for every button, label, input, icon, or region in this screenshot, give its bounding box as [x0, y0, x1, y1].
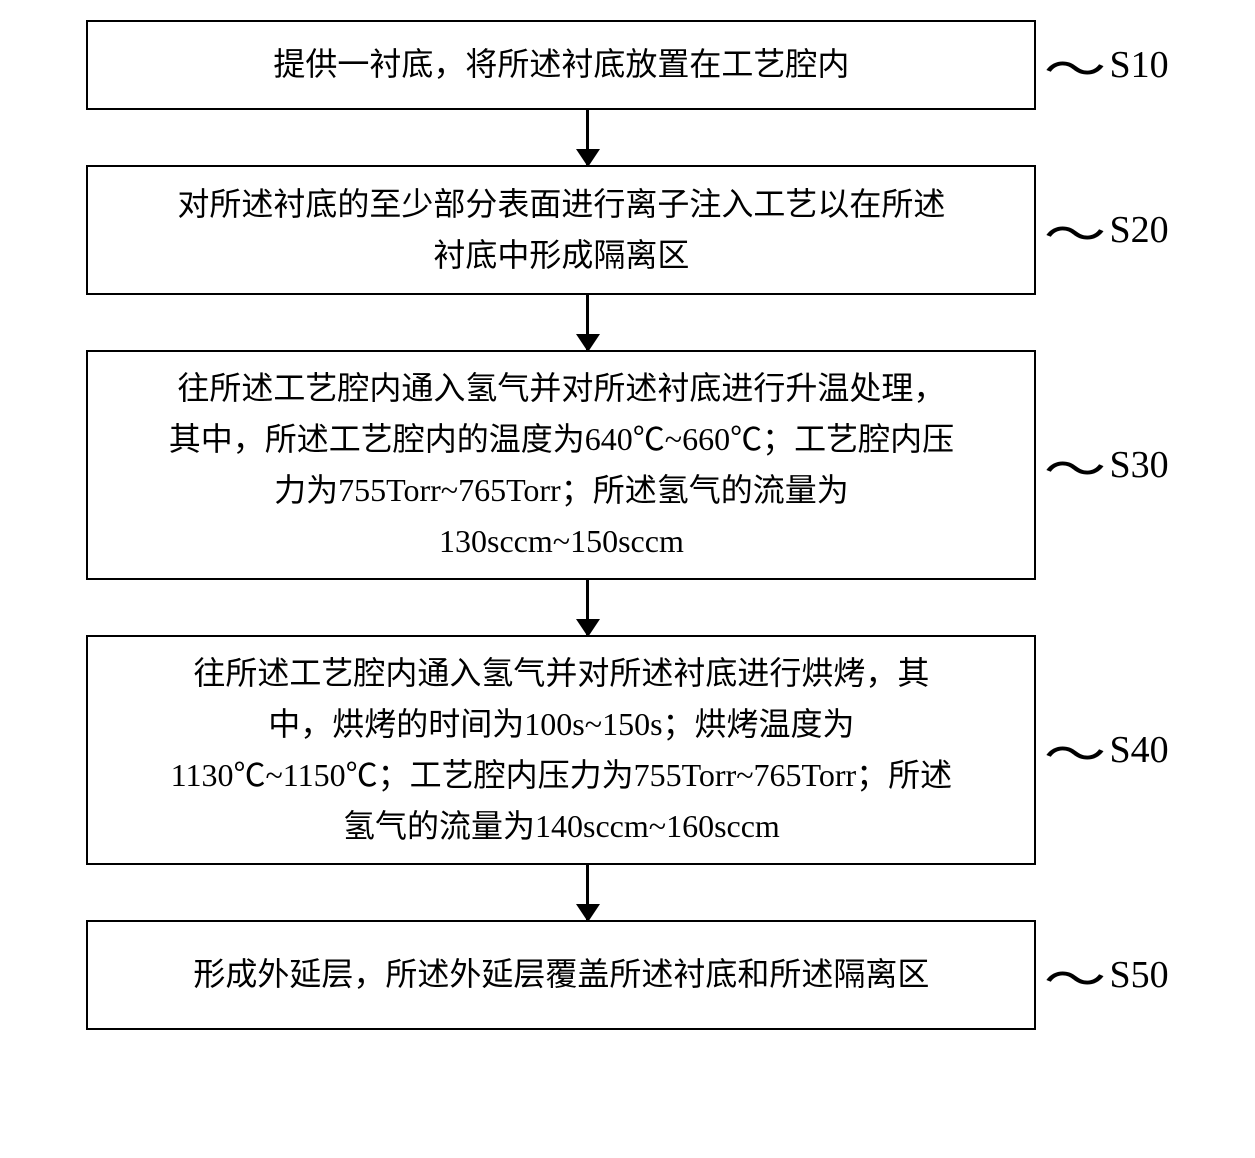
- step-box-s20: 对所述衬底的至少部分表面进行离子注入工艺以在所述 衬底中形成隔离区: [86, 165, 1036, 295]
- tilde-icon: 〜: [1044, 30, 1106, 100]
- label-group-s30: 〜 S30: [1051, 430, 1168, 500]
- step-box-s30: 往所述工艺腔内通入氢气并对所述衬底进行升温处理， 其中，所述工艺腔内的温度为64…: [86, 350, 1036, 580]
- step-text-s20-line1: 对所述衬底的至少部分表面进行离子注入工艺以在所述: [177, 179, 945, 230]
- step-text-s30-line3: 力为755Torr~765Torr；所述氢气的流量为: [274, 465, 849, 516]
- tilde-icon: 〜: [1044, 430, 1106, 500]
- step-text-s30-line4: 130sccm~150sccm: [439, 516, 684, 567]
- step-text-s10-line1: 提供一衬底，将所述衬底放置在工艺腔内: [273, 39, 849, 90]
- step-label-s20: S20: [1109, 208, 1168, 252]
- step-row-s40: 往所述工艺腔内通入氢气并对所述衬底进行烘烤，其 中，烘烤的时间为100s~150…: [20, 635, 1235, 865]
- step-row-s10: 提供一衬底，将所述衬底放置在工艺腔内 〜 S10: [20, 20, 1235, 110]
- step-text-s30-line1: 往所述工艺腔内通入氢气并对所述衬底进行升温处理，: [177, 363, 945, 414]
- step-text-s20-line2: 衬底中形成隔离区: [433, 230, 689, 281]
- step-label-s30: S30: [1109, 443, 1168, 487]
- step-label-s10: S10: [1109, 43, 1168, 87]
- arrow-1: [20, 110, 1235, 165]
- step-row-s30: 往所述工艺腔内通入氢气并对所述衬底进行升温处理， 其中，所述工艺腔内的温度为64…: [20, 350, 1235, 580]
- label-group-s10: 〜 S10: [1051, 30, 1168, 100]
- step-box-s50: 形成外延层，所述外延层覆盖所述衬底和所述隔离区: [86, 920, 1036, 1030]
- step-text-s50-line1: 形成外延层，所述外延层覆盖所述衬底和所述隔离区: [193, 949, 929, 1000]
- step-box-s10: 提供一衬底，将所述衬底放置在工艺腔内: [86, 20, 1036, 110]
- step-label-s40: S40: [1109, 728, 1168, 772]
- label-group-s40: 〜 S40: [1051, 715, 1168, 785]
- flowchart-container: 提供一衬底，将所述衬底放置在工艺腔内 〜 S10 对所述衬底的至少部分表面进行离…: [20, 20, 1235, 1030]
- step-text-s40-line3: 1130℃~1150℃；工艺腔内压力为755Torr~765Torr；所述: [171, 750, 953, 801]
- step-row-s50: 形成外延层，所述外延层覆盖所述衬底和所述隔离区 〜 S50: [20, 920, 1235, 1030]
- step-text-s30-line2: 其中，所述工艺腔内的温度为640℃~660℃；工艺腔内压: [169, 414, 954, 465]
- label-group-s20: 〜 S20: [1051, 195, 1168, 265]
- step-label-s50: S50: [1109, 953, 1168, 997]
- label-group-s50: 〜 S50: [1051, 940, 1168, 1010]
- step-text-s40-line2: 中，烘烤的时间为100s~150s；烘烤温度为: [268, 699, 854, 750]
- arrow-2: [20, 295, 1235, 350]
- step-text-s40-line1: 往所述工艺腔内通入氢气并对所述衬底进行烘烤，其: [193, 648, 929, 699]
- step-row-s20: 对所述衬底的至少部分表面进行离子注入工艺以在所述 衬底中形成隔离区 〜 S20: [20, 165, 1235, 295]
- step-text-s40-line4: 氢气的流量为140sccm~160sccm: [343, 801, 780, 852]
- arrow-3: [20, 580, 1235, 635]
- arrow-4: [20, 865, 1235, 920]
- tilde-icon: 〜: [1044, 715, 1106, 785]
- step-box-s40: 往所述工艺腔内通入氢气并对所述衬底进行烘烤，其 中，烘烤的时间为100s~150…: [86, 635, 1036, 865]
- tilde-icon: 〜: [1044, 940, 1106, 1010]
- tilde-icon: 〜: [1044, 195, 1106, 265]
